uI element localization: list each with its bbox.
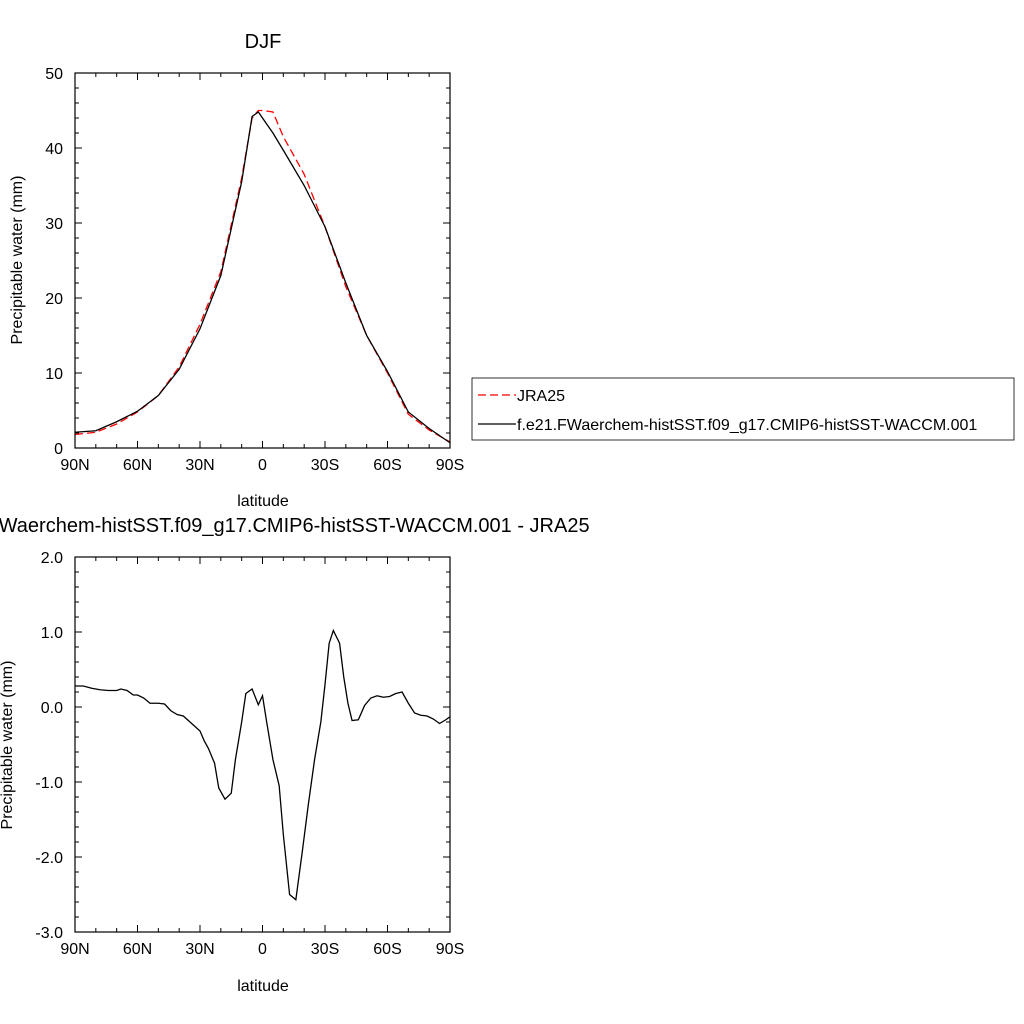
bottom-series-line-0: [75, 628, 451, 902]
top-chart-title: DJF: [245, 31, 282, 53]
top-y-tick-label: 50: [45, 66, 63, 83]
bottom-y-tick-label: 1.0: [41, 625, 63, 642]
bottom-series-group: [75, 628, 451, 902]
bottom-x-tick-label: 60S: [373, 941, 401, 958]
bottom-x-tick-label: 60N: [123, 941, 152, 958]
bottom-y-tick-label: 0.0: [41, 700, 63, 717]
top-plot-frame: [74, 72, 451, 449]
bottom-x-tick-label: 0: [258, 941, 267, 958]
top-x-tick-label: 60S: [373, 457, 401, 474]
legend-label-jra25: JRA25: [517, 388, 565, 405]
top-y-tick-label: 10: [45, 366, 63, 383]
legend-label-model: f.e21.FWaerchem-histSST.f09_g17.CMIP6-hi…: [517, 417, 977, 434]
legend-box: [471, 377, 1015, 441]
top-y-tick-label: 30: [45, 216, 63, 233]
top-x-tick-label: 30N: [185, 457, 214, 474]
top-x-tick-label: 30S: [311, 457, 339, 474]
top-y-tick-label: 0: [54, 441, 63, 458]
bottom-panel: f.e21.FWaerchem-histSST.f09_g17.CMIP6-hi…: [0, 515, 590, 995]
top-series-group: [74, 109, 451, 444]
top-series-line-1: [74, 111, 451, 444]
bottom-x-tick-label: 30N: [185, 941, 214, 958]
bottom-y-axis-label: Precipitable water (mm): [0, 661, 16, 830]
bottom-y-tick-label: -1.0: [35, 775, 63, 792]
bottom-y-tick-label: -2.0: [35, 850, 63, 867]
bottom-plot-frame: [74, 556, 451, 933]
bottom-x-tick-label: 90N: [60, 941, 89, 958]
bottom-y-tick-label: 2.0: [41, 550, 63, 567]
bottom-x-tick-label: 30S: [311, 941, 339, 958]
top-x-axis-label: latitude: [237, 493, 289, 510]
top-y-axis-label: Precipitable water (mm): [9, 176, 26, 345]
bottom-x-axis-label: latitude: [237, 978, 289, 995]
legend: JRA25 f.e21.FWaerchem-histSST.f09_g17.CM…: [471, 377, 1015, 441]
top-series-line-0: [74, 109, 451, 443]
bottom-x-tick-label: 90S: [436, 941, 464, 958]
top-y-tick-label: 20: [45, 291, 63, 308]
bottom-y-tick-label: -3.0: [35, 925, 63, 942]
top-x-tick-label: 90S: [436, 457, 464, 474]
bottom-ticks: 90N 60N 30N 0 30S 60S 90S -3.0 -2.0 -1.0 0.0 1.0 2.0: [35, 550, 464, 958]
top-y-tick-label: 40: [45, 141, 63, 158]
bottom-chart-title: f.e21.FWaerchem-histSST.f09_g17.CMIP6-hi…: [0, 515, 590, 537]
top-x-tick-label: 60N: [123, 457, 152, 474]
top-x-tick-label: 0: [258, 457, 267, 474]
top-x-tick-label: 90N: [60, 457, 89, 474]
top-panel: DJF 90N 60N 30N 0 30S 60S 90S 0 10 20 30 40 50 latit…: [9, 31, 464, 510]
top-ticks: 90N 60N 30N 0 30S 60S 90S 0 10 20 30 40 50: [45, 66, 464, 474]
